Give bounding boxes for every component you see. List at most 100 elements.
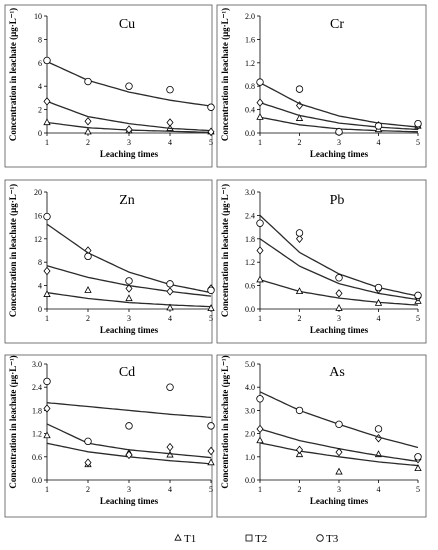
y-tick-label: 4 bbox=[38, 82, 42, 91]
data-point-t1 bbox=[43, 431, 51, 439]
y-tick-label: 6 bbox=[38, 59, 42, 68]
data-point-t2 bbox=[207, 446, 215, 456]
y-tick-label: 0.0 bbox=[245, 305, 255, 314]
data-point-t1 bbox=[125, 294, 133, 302]
x-tick-label: 5 bbox=[416, 485, 420, 494]
data-point-t3 bbox=[125, 82, 133, 90]
data-point-t3 bbox=[374, 425, 383, 433]
x-axis-label: Leaching times bbox=[100, 149, 159, 159]
data-point-t3 bbox=[256, 78, 264, 86]
legend-label-t2: T2 bbox=[255, 533, 267, 545]
data-point-t1 bbox=[84, 286, 92, 293]
data-point-t1 bbox=[43, 290, 51, 297]
y-tick-label: 2.0 bbox=[245, 430, 255, 439]
data-point-t2 bbox=[256, 98, 264, 107]
data-point-t3 bbox=[295, 85, 304, 93]
chart-panel-cr: 0.0 0.4 0.8 1.2 1.6 2.0 1 2 3 4 5 Cr Leaching times C… bbox=[216, 4, 427, 168]
x-tick-label: 4 bbox=[377, 485, 381, 494]
x-tick-label: 1 bbox=[45, 485, 49, 494]
fit-curve-t3 bbox=[259, 391, 419, 449]
y-tick-label: 0 bbox=[38, 305, 42, 314]
data-point-t1 bbox=[335, 303, 343, 311]
y-tick-label: 12 bbox=[34, 235, 42, 244]
data-point-t3 bbox=[335, 128, 343, 136]
data-point-t2 bbox=[84, 458, 92, 467]
data-point-t3 bbox=[166, 383, 174, 391]
y-tick-label: 5.0 bbox=[245, 360, 255, 369]
x-axis-label: Leaching times bbox=[100, 325, 159, 335]
data-point-t2 bbox=[207, 127, 215, 137]
fit-curve-t3 bbox=[259, 214, 419, 297]
data-point-t2 bbox=[125, 450, 133, 460]
x-tick-label: 2 bbox=[86, 485, 90, 494]
y-tick-label: 3.0 bbox=[245, 188, 255, 197]
x-tick-label: 2 bbox=[86, 314, 90, 323]
y-tick-label: 20 bbox=[34, 188, 42, 197]
x-tick-label: 3 bbox=[337, 138, 341, 147]
chart-panel-as: 0.0 1.0 2.0 3.0 4.0 5.0 1 2 3 4 5 As Leaching times C… bbox=[216, 354, 427, 518]
fit-curve-t3 bbox=[259, 82, 419, 128]
x-axis-label: Leaching times bbox=[310, 325, 369, 335]
data-point-t3 bbox=[374, 122, 383, 130]
y-tick-label: 0.0 bbox=[245, 476, 255, 485]
data-point-t1 bbox=[207, 458, 215, 466]
fit-curve-t3 bbox=[46, 223, 212, 294]
y-tick-label: 3.0 bbox=[32, 360, 42, 369]
data-point-t2 bbox=[335, 447, 343, 457]
data-point-t3 bbox=[166, 280, 174, 288]
panel-frame bbox=[216, 354, 427, 518]
y-tick-label: 2 bbox=[38, 106, 42, 115]
x-tick-label: 2 bbox=[298, 485, 302, 494]
legend-marker-t2 bbox=[245, 534, 253, 542]
legend: T1 T2 T3 bbox=[174, 533, 339, 545]
x-tick-label: 5 bbox=[209, 314, 213, 323]
data-point-t2 bbox=[125, 125, 133, 134]
x-tick-label: 3 bbox=[337, 485, 341, 494]
x-tick-label: 5 bbox=[416, 314, 420, 323]
data-point-t3 bbox=[43, 212, 51, 221]
data-point-t2 bbox=[295, 445, 304, 455]
y-tick-label: 2.0 bbox=[245, 12, 255, 21]
data-point-t3 bbox=[374, 283, 383, 292]
y-tick-label: 8 bbox=[38, 258, 42, 267]
panel-frame bbox=[4, 354, 213, 518]
data-point-t1 bbox=[43, 118, 51, 126]
data-point-t2 bbox=[166, 287, 174, 296]
data-point-t3 bbox=[84, 437, 92, 446]
data-point-t3 bbox=[414, 453, 422, 461]
legend-label-t1: T1 bbox=[184, 533, 196, 545]
y-tick-label: 1.2 bbox=[245, 59, 255, 68]
data-point-t3 bbox=[84, 252, 92, 261]
x-tick-label: 4 bbox=[168, 314, 172, 323]
x-tick-label: 4 bbox=[168, 485, 172, 494]
panel-frame bbox=[4, 4, 213, 168]
x-tick-label: 3 bbox=[337, 314, 341, 323]
chart-title: Pb bbox=[330, 193, 345, 208]
data-point-t3 bbox=[207, 286, 215, 294]
y-tick-label: 1.8 bbox=[32, 406, 42, 415]
x-tick-label: 4 bbox=[377, 314, 381, 323]
data-point-t3 bbox=[295, 406, 304, 415]
data-point-t3 bbox=[335, 420, 343, 429]
chart-title: Zn bbox=[119, 193, 135, 208]
data-point-t3 bbox=[295, 229, 304, 237]
data-point-t1 bbox=[256, 436, 264, 444]
data-point-t1 bbox=[256, 275, 264, 283]
chart-title: Cr bbox=[330, 17, 344, 32]
y-tick-label: 1.2 bbox=[32, 430, 42, 439]
y-axis-label: Concentration in leachate (μg·L⁻¹) bbox=[220, 355, 230, 488]
y-tick-label: 1.8 bbox=[245, 235, 255, 244]
data-point-t3 bbox=[43, 377, 51, 386]
x-tick-label: 1 bbox=[45, 314, 49, 323]
y-tick-label: 2.4 bbox=[245, 211, 255, 220]
x-axis-label: Leaching times bbox=[310, 149, 369, 159]
y-tick-label: 0.0 bbox=[245, 129, 255, 138]
fit-curve-t1 bbox=[259, 442, 419, 467]
y-tick-label: 0 bbox=[38, 129, 42, 138]
x-tick-label: 1 bbox=[258, 485, 262, 494]
data-point-t2 bbox=[84, 117, 92, 126]
data-point-t2 bbox=[166, 442, 174, 452]
fit-curve-t3 bbox=[46, 402, 212, 419]
